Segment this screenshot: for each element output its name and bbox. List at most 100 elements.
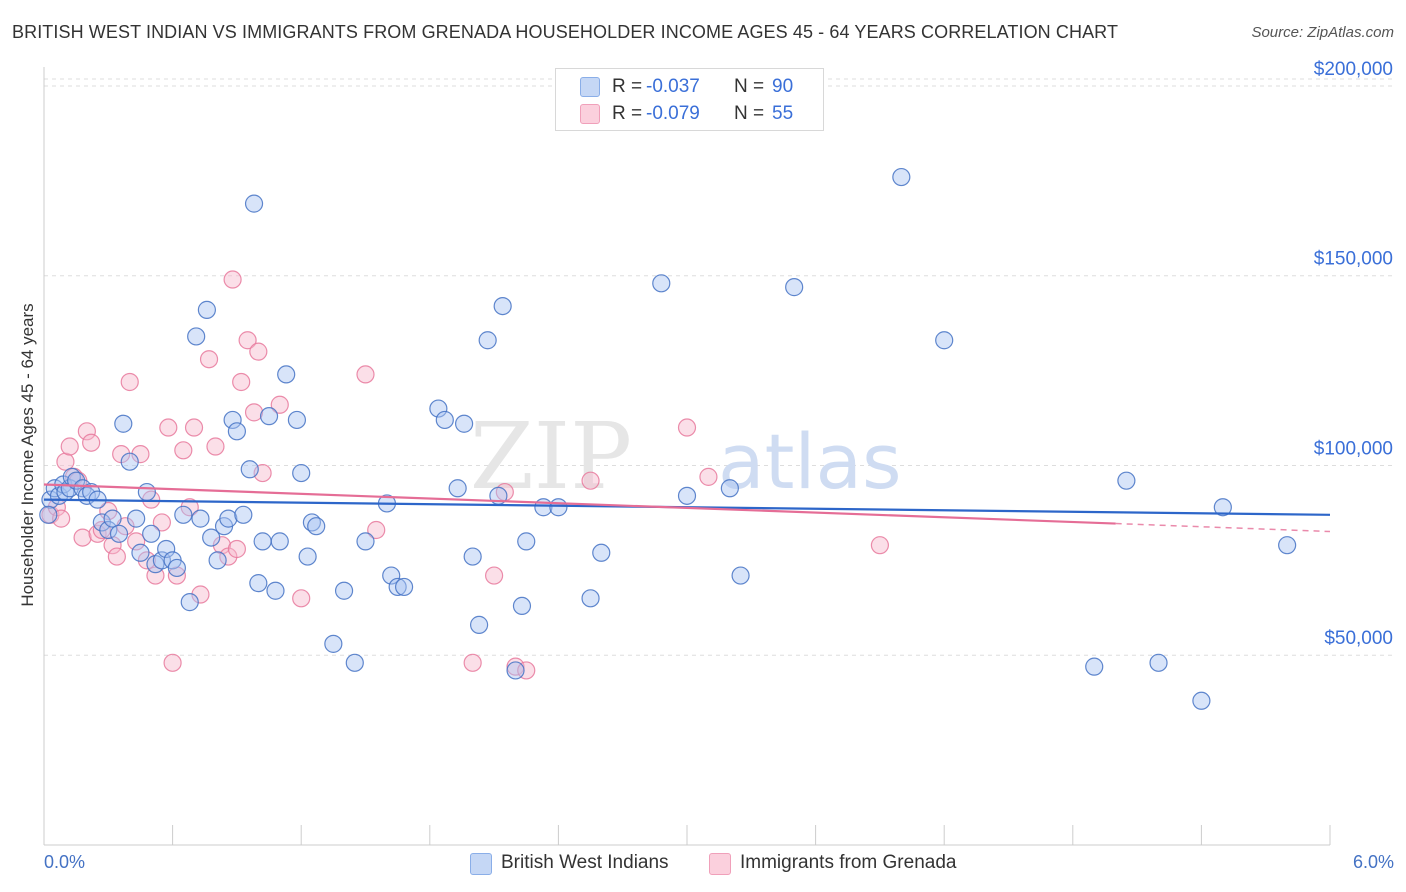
bwi-point (249, 574, 268, 593)
bwi-point (60, 479, 79, 498)
bwi-point (1117, 471, 1136, 490)
bwi-point (512, 596, 532, 616)
axes (43, 67, 1331, 846)
bwi-point (292, 463, 311, 483)
bwi-point (731, 566, 750, 585)
bwi-point (394, 577, 414, 597)
bwi-point (429, 399, 448, 418)
grenada-point (485, 566, 504, 585)
legend-swatch-bwi (470, 853, 492, 875)
bwi-point (39, 505, 58, 524)
y-tick-label: $100,000 (1314, 438, 1393, 459)
bwi-point (191, 509, 210, 528)
bwi-point (677, 486, 697, 505)
bwi-point (287, 410, 307, 430)
bwi-point (517, 532, 536, 551)
grenada-point (870, 536, 890, 555)
legend-n-label: N = (734, 76, 765, 97)
bwi-point (240, 460, 259, 479)
bwi-point (1192, 691, 1211, 710)
bwi-point (463, 547, 482, 566)
grenada-point (249, 342, 268, 361)
bwi-point (103, 509, 122, 528)
bwi-point (219, 509, 238, 528)
bwi-point (581, 589, 600, 608)
bwi-point (324, 634, 343, 653)
legend-label-grenada: Immigrants from Grenada (740, 852, 957, 873)
legend-n-label: N = (734, 103, 765, 124)
bwi-point (1149, 653, 1168, 672)
bwi-point (298, 547, 317, 566)
grenada-point (127, 532, 146, 551)
bwi-point (92, 513, 111, 532)
gridlines (44, 78, 1395, 656)
bwi-point (253, 532, 272, 551)
grenada-point (184, 418, 204, 437)
bwi-point (935, 331, 954, 350)
correlation-legend: R = -0.037 N = 90 R = -0.079 N = 55 (555, 68, 824, 131)
bwi-point (1213, 498, 1232, 517)
y-tick-label: $200,000 (1314, 59, 1393, 80)
bwi-point (223, 410, 242, 430)
bwi-point (356, 532, 375, 551)
bwi-point (334, 581, 354, 600)
chart-title: BRITISH WEST INDIAN VS IMMIGRANTS FROM G… (12, 22, 1119, 42)
y-tick-label: $150,000 (1314, 249, 1393, 270)
bwi-points (39, 167, 1297, 710)
grenada-points (41, 270, 890, 680)
bwi-point (180, 593, 199, 612)
bwi-point (174, 505, 193, 524)
grenada-point (223, 270, 242, 289)
bwi-point (152, 551, 171, 570)
grenada-point (120, 372, 139, 392)
grenada-point (56, 452, 75, 471)
grenada-point (206, 437, 225, 456)
grenada-point (227, 539, 246, 559)
grenada-trend-extension (1115, 522, 1331, 533)
bwi-point (208, 551, 227, 570)
grenada-point (152, 513, 171, 532)
bwi-point (109, 524, 129, 543)
bwi-point (892, 167, 911, 187)
bwi-point (197, 300, 216, 319)
bwi-point (652, 274, 671, 293)
bwi-point (227, 422, 246, 441)
legend-n-value: 55 (772, 103, 794, 124)
legend-r-label: R = (612, 76, 643, 97)
bwi-point (345, 653, 364, 672)
legend-swatch-bwi (580, 77, 600, 97)
grenada-point (77, 422, 96, 441)
bwi-point (120, 452, 139, 471)
bwi-point (435, 410, 454, 430)
legend-label-bwi: British West Indians (501, 852, 669, 873)
grenada-point (131, 445, 150, 464)
bwi-point (99, 520, 118, 540)
bwi-point (277, 365, 296, 384)
x-tick-max: 6.0% (1352, 852, 1394, 872)
bwi-point (382, 566, 401, 585)
bwi-point (131, 543, 150, 562)
legend-n-value: 90 (772, 76, 794, 97)
grenada-point (517, 661, 536, 680)
watermark: ZIP atlas (470, 403, 902, 510)
bwi-point (506, 661, 525, 680)
grenada-point (107, 547, 126, 566)
bwi-point (493, 296, 512, 316)
legend-r-value: -0.079 (646, 103, 700, 124)
bwi-point (127, 509, 146, 528)
grenada-point (82, 433, 101, 452)
grenada-point (174, 441, 193, 460)
grenada-point (163, 653, 182, 672)
bwi-point (785, 278, 804, 297)
bwi-point (202, 528, 221, 547)
grenada-point (92, 520, 111, 540)
bwi-point (307, 517, 326, 536)
grenada-point (677, 418, 697, 437)
bwi-point (137, 482, 156, 502)
trend-lines (43, 483, 1331, 533)
bwi-point (142, 524, 161, 543)
legend-r-label: R = (612, 103, 643, 124)
bwi-point (114, 414, 133, 433)
bwi-point (244, 194, 264, 213)
